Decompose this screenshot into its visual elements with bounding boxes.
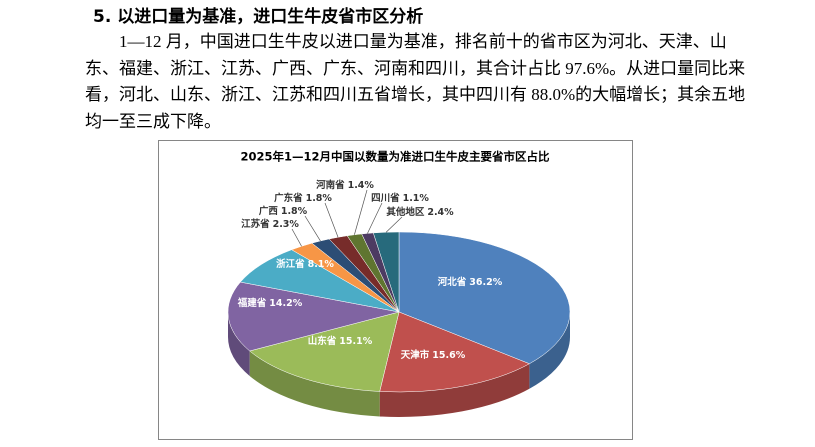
- category-label: 天津市: [401, 349, 430, 361]
- section-heading: 5. 以进口量为基准，进口生牛皮省市区分析: [93, 7, 424, 27]
- category-label: 广东省: [274, 192, 303, 204]
- category-label: 广西: [259, 205, 279, 217]
- value-label: 1.8%: [281, 206, 308, 217]
- data-label: 广西 1.8%: [259, 205, 308, 217]
- value-label: 2.3%: [273, 219, 300, 230]
- value-label: 1.1%: [403, 193, 430, 204]
- slice-side: [529, 312, 570, 389]
- leader-line: [367, 202, 383, 234]
- data-label: 山东省 15.1%: [308, 335, 373, 347]
- slice-side: [228, 312, 250, 376]
- data-label: 四川省 1.1%: [371, 192, 429, 204]
- value-label: 1.8%: [306, 193, 333, 204]
- value-label: 1.4%: [348, 180, 375, 191]
- paragraph: 1—12 月，中国进口生牛皮以进口量为基准，排名前十的省市区为河北、天津、山东、…: [85, 32, 746, 131]
- slice-side: [379, 363, 530, 417]
- category-label: 河北省: [438, 276, 467, 288]
- data-label: 其他地区 2.4%: [386, 206, 454, 218]
- category-label: 江苏省: [241, 218, 270, 230]
- slice: [379, 311, 530, 393]
- slice: [372, 231, 400, 313]
- value-label: 14.2%: [269, 298, 302, 309]
- value-label: 36.2%: [469, 277, 502, 288]
- value-label: 15.6%: [432, 350, 465, 361]
- data-label: 河北省 36.2%: [438, 276, 503, 288]
- category-label: 河南省: [316, 179, 345, 191]
- chart-title: 2025年1—12月中国以数量为准进口生牛皮主要省市区占比: [240, 150, 550, 164]
- data-label: 广东省 1.8%: [274, 192, 332, 204]
- leader-line: [304, 215, 321, 242]
- data-label: 浙江省 8.1%: [276, 258, 334, 270]
- data-label: 江苏省 2.3%: [241, 218, 299, 230]
- leader-line: [385, 216, 403, 233]
- leader-line: [354, 189, 368, 235]
- data-label: 福建省 14.2%: [237, 297, 303, 309]
- data-label: 河南省 1.4%: [316, 179, 374, 191]
- slice: [398, 231, 571, 365]
- slice: [227, 281, 400, 352]
- category-label: 浙江省: [276, 258, 305, 270]
- category-label: 四川省: [371, 192, 400, 204]
- data-label: 天津市 15.6%: [401, 349, 466, 361]
- leader-line: [324, 202, 339, 238]
- value-label: 8.1%: [308, 259, 335, 270]
- category-label: 山东省: [308, 335, 337, 347]
- slice-side: [249, 350, 380, 417]
- category-label: 其他地区: [386, 206, 425, 218]
- slice: [249, 311, 400, 392]
- category-label: 福建省: [237, 297, 267, 309]
- value-label: 2.4%: [427, 207, 454, 218]
- leader-line: [291, 228, 302, 247]
- value-label: 15.1%: [339, 336, 372, 347]
